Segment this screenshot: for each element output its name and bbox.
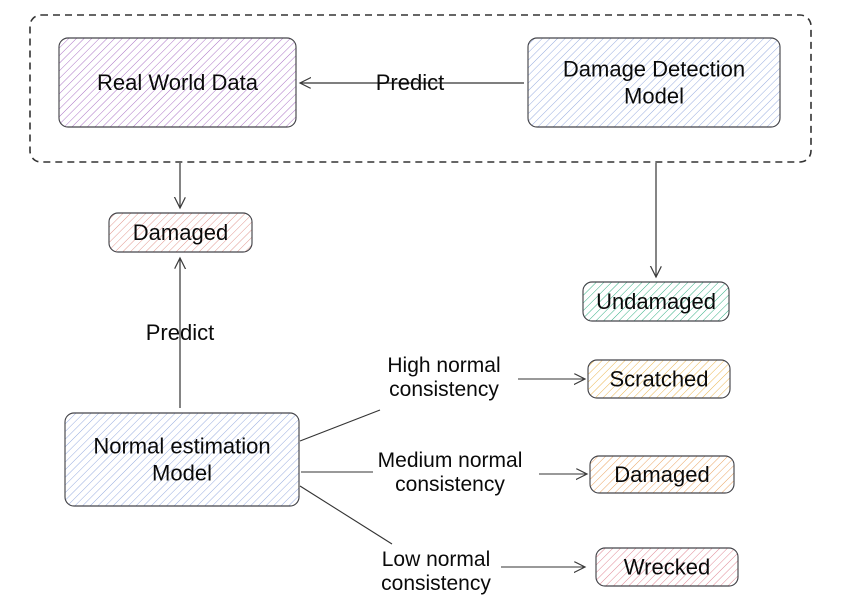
svg-text:Low normal: Low normal — [382, 548, 491, 571]
svg-text:consistency: consistency — [381, 572, 491, 595]
svg-text:Scratched: Scratched — [609, 367, 708, 392]
svg-text:Model: Model — [152, 460, 212, 485]
svg-text:Damaged: Damaged — [133, 220, 228, 245]
svg-text:Predict: Predict — [146, 320, 214, 345]
svg-text:Undamaged: Undamaged — [596, 289, 716, 314]
svg-text:High normal: High normal — [387, 354, 500, 377]
svg-text:Real World Data: Real World Data — [97, 70, 259, 95]
svg-text:Predict: Predict — [376, 70, 444, 95]
svg-text:Wrecked: Wrecked — [624, 555, 710, 580]
svg-text:Damage Detection: Damage Detection — [563, 57, 745, 82]
svg-text:Normal estimation: Normal estimation — [93, 434, 270, 459]
svg-text:consistency: consistency — [395, 473, 505, 496]
svg-text:Damaged: Damaged — [614, 462, 709, 487]
svg-text:Medium normal: Medium normal — [378, 449, 523, 472]
svg-text:Model: Model — [624, 83, 684, 108]
svg-text:consistency: consistency — [389, 378, 499, 401]
